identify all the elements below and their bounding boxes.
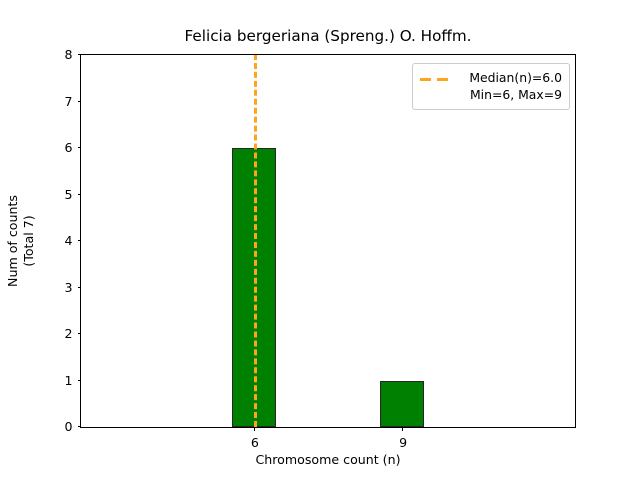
- y-axis-label: Num of counts (Total 7): [5, 195, 37, 287]
- y-axis-tick-label: 4: [64, 233, 73, 248]
- legend-entry-minmax: Min=6, Max=9: [469, 87, 562, 102]
- legend-entry-median: Median(n)=6.0: [469, 70, 562, 85]
- y-axis-tick: 8: [64, 47, 81, 62]
- x-axis-tick: 9: [399, 427, 407, 450]
- x-axis-tick-label: 6: [250, 434, 259, 450]
- y-axis-label-line2: (Total 7): [21, 215, 36, 267]
- y-axis-tick-label: 2: [64, 326, 73, 341]
- plot-area: Median(n)=6.0 Min=6, Max=9 0 1 2 3 4 5 6 7 8 6 9: [64, 47, 576, 450]
- legend: Median(n)=6.0 Min=6, Max=9: [412, 63, 570, 110]
- y-axis-tick: 5: [64, 187, 81, 202]
- y-axis-tick-label: 1: [64, 372, 73, 388]
- y-axis-tick: 4: [64, 233, 81, 248]
- median-dashed-line-icon: [420, 71, 452, 87]
- x-axis-tick-label: 9: [399, 434, 408, 450]
- bar: [379, 380, 425, 427]
- y-axis-tick-label: 6: [64, 140, 73, 155]
- plot-inner: [81, 55, 575, 427]
- x-axis-tick: 6: [251, 427, 259, 450]
- y-axis-tick: 1: [64, 373, 81, 388]
- y-axis-tick-label: 7: [64, 93, 73, 109]
- y-axis-tick: 2: [64, 326, 81, 341]
- legend-text: Median(n)=6.0 Min=6, Max=9: [459, 69, 562, 103]
- y-axis-tick-label: 8: [64, 47, 73, 62]
- y-axis-tick: 3: [64, 280, 81, 295]
- y-axis-tick-label: 3: [64, 279, 73, 295]
- y-axis-tick: 7: [64, 94, 81, 109]
- y-axis-tick-label: 0: [64, 419, 73, 434]
- y-axis-label-wrap: Num of counts (Total 7): [0, 54, 42, 428]
- y-axis-tick: 6: [64, 140, 81, 155]
- y-axis-tick: 0: [64, 419, 81, 434]
- page-title: Felicia bergeriana (Spreng.) O. Hoffm.: [184, 27, 472, 45]
- x-axis-label: Chromosome count (n): [255, 452, 401, 467]
- y-axis-label-line1: Num of counts: [5, 195, 20, 287]
- y-axis-tick-label: 5: [64, 186, 73, 202]
- median-line: [253, 55, 257, 427]
- bar: [231, 148, 277, 427]
